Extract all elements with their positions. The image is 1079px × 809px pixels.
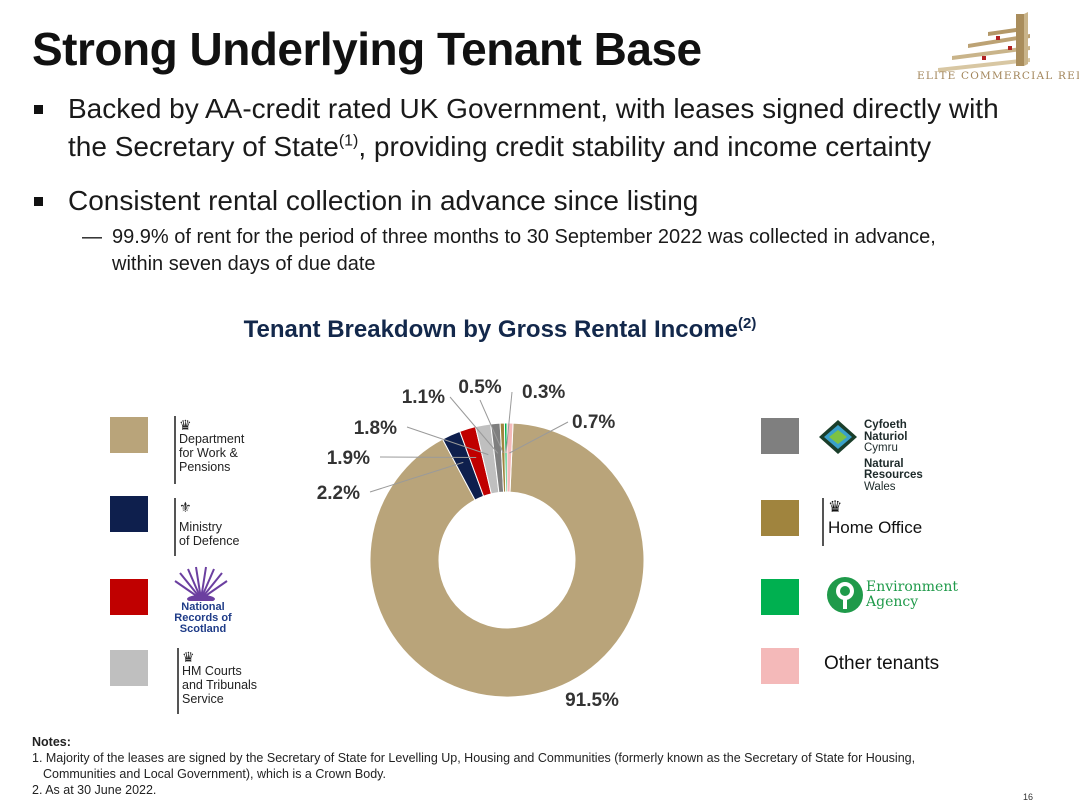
legend-swatch-environment-agency [761, 579, 799, 615]
data-label: 0.3% [522, 382, 565, 403]
bullet-text: , providing credit stability and income … [358, 131, 932, 162]
royal-crest-icon: ♛ [179, 417, 192, 433]
legend-dwp-logo: ♛ Department for Work & Pensions [179, 418, 244, 474]
legend-text: Environment [866, 579, 958, 595]
data-label: 0.7% [572, 412, 615, 433]
legend-swatch-mod [110, 496, 148, 532]
legend-text: HM Courts [182, 664, 242, 678]
legend-swatch-nrs [110, 579, 148, 615]
leader-line [479, 399, 504, 454]
leader-line [379, 456, 477, 459]
legend-divider [177, 648, 179, 714]
legend-text: Wales [864, 480, 896, 493]
sub-bullet-dash: — [82, 226, 102, 248]
legend-swatch-other-tenants [761, 648, 799, 684]
sub-bullet-line: within seven days of due date [112, 253, 376, 275]
legend-swatch-dwp [110, 417, 148, 453]
chart-title-text: Tenant Breakdown by Gross Rental Income [243, 316, 738, 343]
data-label: 2.2% [317, 483, 360, 504]
nrw-logo-icon [819, 420, 857, 454]
sub-bullet-line: 99.9% of rent for the period of three mo… [112, 226, 936, 248]
legend-swatch-hmcts [110, 650, 148, 686]
chart-title: Tenant Breakdown by Gross Rental Income(… [0, 316, 1000, 344]
legend-text: Cymru [864, 442, 898, 454]
royal-crest-icon: ⚜ [179, 499, 192, 515]
legend-nrs-logo: National Records of Scotland [172, 602, 234, 635]
leader-line [369, 461, 464, 493]
legend-text: Natural [864, 457, 904, 470]
legend-text: Cyfoeth [864, 419, 907, 431]
legend-divider [174, 416, 176, 484]
leader-line [406, 426, 489, 456]
brand-name: ELITE COMMERCIAL REIT [917, 70, 1079, 82]
footnote-ref: (1) [338, 132, 359, 150]
page-number: 16 [1023, 792, 1034, 802]
slide-title: Strong Underlying Tenant Base [32, 23, 702, 75]
footnotes: Notes: 1. Majority of the leases are sig… [32, 734, 915, 798]
data-label: 0.5% [458, 377, 501, 398]
legend-text: Department [179, 432, 245, 446]
data-label: 1.9% [327, 448, 370, 469]
legend-divider [174, 498, 176, 556]
legend-text: Agency [866, 594, 919, 610]
legend-divider [822, 498, 824, 546]
legend-hmcts-logo: ♛ HM Courts and Tribunals Service [182, 650, 257, 706]
legend-text: Records of [174, 612, 232, 624]
data-label: 1.8% [354, 418, 397, 439]
legend-nrw-logo: Cyfoeth Naturiol Cymru Natural Resources… [864, 419, 923, 493]
thistle-icon [174, 566, 228, 601]
legend-mod-logo: ⚜ Ministry of Defence [179, 500, 239, 548]
legend-text: Ministry [179, 520, 223, 534]
bullet-line-2: the Secretary of State(1), providing cre… [68, 129, 931, 165]
legend-text: Resources [864, 469, 923, 481]
leader-line [505, 391, 513, 454]
legend-other-tenants-label: Other tenants [824, 653, 940, 674]
legend-text: Home Office [828, 518, 923, 537]
legend-swatch-home-office [761, 500, 799, 536]
legend-text: Pensions [179, 460, 231, 474]
elite-commercial-reit-logo [938, 12, 1030, 72]
data-label: 91.5% [565, 690, 619, 711]
bullet-text: the Secretary of State [68, 131, 339, 162]
donut-slice-department-for-work-pensions [369, 422, 645, 698]
legend-text: Scotland [179, 623, 227, 635]
royal-crest-icon: ♛ [828, 499, 843, 516]
bullet-line: Consistent rental collection in advance … [68, 185, 699, 216]
bullet-marker [34, 105, 43, 114]
note-1-continued: Communities and Local Government), which… [43, 767, 386, 781]
royal-crest-icon: ♛ [182, 649, 195, 665]
data-label: 1.1% [402, 387, 445, 408]
note-2: 2. As at 30 June 2022. [32, 783, 157, 797]
leader-line [449, 396, 499, 454]
note-1: 1. Majority of the leases are signed by … [32, 751, 916, 765]
legend-text: of Defence [179, 534, 240, 548]
legend-home-office-logo: ♛ Home Office [828, 498, 922, 538]
legend-text: for Work & [179, 446, 238, 460]
bullet-line: Backed by AA-credit rated UK Government,… [68, 93, 999, 124]
leader-line [509, 421, 569, 454]
legend-environment-agency-logo: Environment Agency [866, 580, 958, 610]
chart-title-footnote: (2) [738, 315, 757, 332]
legend-text: Naturiol [864, 430, 908, 443]
legend-text: National [181, 601, 225, 613]
tree-icon [827, 577, 863, 613]
legend-text: Service [182, 692, 224, 706]
bullet-marker [34, 197, 43, 206]
notes-header: Notes: [32, 735, 71, 749]
legend-swatch-nrw [761, 418, 799, 454]
legend-text: and Tribunals [182, 678, 258, 692]
